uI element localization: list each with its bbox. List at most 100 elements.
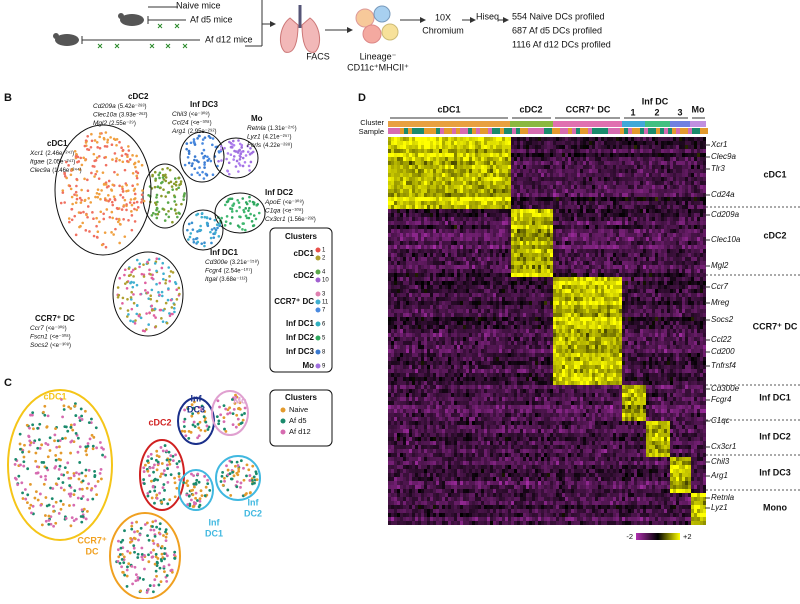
- heatmap-cell: [691, 185, 694, 189]
- heatmap-cell: [616, 141, 619, 145]
- heatmap-cell: [646, 241, 649, 245]
- heatmap-cell: [400, 185, 403, 189]
- heatmap-cell: [523, 173, 526, 177]
- heatmap-cell: [559, 197, 562, 201]
- heatmap-cell: [550, 193, 553, 197]
- heatmap-cell: [457, 153, 460, 157]
- heatmap-cell: [412, 141, 415, 145]
- cluster-label: Inf DC1: [210, 248, 239, 257]
- heatmap-cell: [457, 193, 460, 197]
- heatmap-cell: [514, 181, 517, 185]
- heatmap-cell: [535, 173, 538, 177]
- heatmap-cell: [511, 153, 514, 157]
- heatmap-cell: [436, 193, 439, 197]
- heatmap-cell: [421, 225, 424, 229]
- heatmap-cell: [622, 177, 625, 181]
- heatmap-cell: [583, 185, 586, 189]
- heatmap-cell: [394, 245, 397, 249]
- cell-point: [107, 194, 110, 197]
- heatmap-cell: [664, 245, 667, 249]
- cell-point: [86, 179, 89, 182]
- heatmap-cell: [478, 217, 481, 221]
- heatmap-cell: [607, 145, 610, 149]
- heatmap-cell: [511, 261, 514, 265]
- heatmap-cell: [514, 221, 517, 225]
- heatmap-cell: [439, 213, 442, 217]
- heatmap-cell: [583, 181, 586, 185]
- heatmap-cell: [556, 169, 559, 173]
- heatmap-cell: [544, 193, 547, 197]
- cell-point: [159, 522, 162, 525]
- heatmap-cell: [469, 145, 472, 149]
- row-label: Sample: [359, 127, 384, 136]
- heatmap-cell: [574, 145, 577, 149]
- gene-name: Cd209a: [93, 103, 116, 110]
- heatmap-cell: [601, 137, 604, 141]
- heatmap-cell: [553, 173, 556, 177]
- heatmap-cell: [679, 165, 682, 169]
- heatmap-cell: [487, 249, 490, 253]
- heatmap-cell: [412, 181, 415, 185]
- heatmap-cell: [649, 213, 652, 217]
- heatmap-cell: [514, 257, 517, 261]
- heatmap-cell: [562, 173, 565, 177]
- heatmap-cell: [454, 161, 457, 165]
- cell-point: [69, 426, 72, 429]
- heatmap-cell: [412, 205, 415, 209]
- heatmap-cell: [523, 197, 526, 201]
- heatmap-cell: [454, 249, 457, 253]
- heatmap-cell: [613, 185, 616, 189]
- cell-point: [47, 414, 50, 417]
- heatmap-cell: [526, 157, 529, 161]
- heatmap-cell: [394, 181, 397, 185]
- heatmap-cell: [460, 229, 463, 233]
- heatmap-cell: [652, 185, 655, 189]
- cell-point: [71, 516, 74, 519]
- heatmap-cell: [502, 233, 505, 237]
- cell-point: [121, 160, 124, 163]
- heatmap-cell: [409, 161, 412, 165]
- heatmap-cell: [409, 165, 412, 169]
- cell-point: [248, 196, 251, 199]
- heatmap-cell: [640, 253, 643, 257]
- heatmap-cell: [514, 205, 517, 209]
- cluster-label: cDC1: [47, 139, 68, 148]
- heatmap-cell: [619, 161, 622, 165]
- cell-point: [236, 480, 239, 483]
- heatmap-cell: [634, 197, 637, 201]
- heatmap-cell: [571, 153, 574, 157]
- heatmap-cell: [598, 201, 601, 205]
- heatmap-cell: [547, 201, 550, 205]
- heatmap-cell: [631, 257, 634, 261]
- heatmap-cell: [586, 241, 589, 245]
- cell-point: [75, 178, 78, 181]
- heatmap-cell: [454, 245, 457, 249]
- heatmap-cell: [697, 145, 700, 149]
- heatmap-cell: [571, 173, 574, 177]
- heatmap-cell: [670, 257, 673, 261]
- heatmap-cell: [481, 213, 484, 217]
- heatmap-cell: [511, 245, 514, 249]
- cell-point: [178, 184, 181, 187]
- heatmap-cell: [637, 249, 640, 253]
- cell-point: [204, 494, 207, 497]
- cell-point: [147, 495, 150, 498]
- heatmap-cell: [415, 197, 418, 201]
- heatmap-cell: [517, 209, 520, 213]
- row-label: Cluster: [360, 118, 384, 127]
- heatmap-cell: [613, 181, 616, 185]
- cell-point: [83, 508, 86, 511]
- heatmap-cell: [499, 141, 502, 145]
- gene-stat: Ccl24(<e⁻³⁰⁸): [172, 119, 212, 126]
- cell-point: [248, 165, 251, 168]
- heatmap-cell: [430, 241, 433, 245]
- legend-dot: [316, 278, 321, 283]
- heatmap-cell: [481, 205, 484, 209]
- heatmap-cell: [535, 205, 538, 209]
- heatmap-cell: [703, 225, 706, 229]
- heatmap-cell: [625, 169, 628, 173]
- heatmap-cell: [679, 149, 682, 153]
- heatmap-cell: [454, 137, 457, 141]
- heatmap-cell: [637, 241, 640, 245]
- heatmap-cell: [451, 161, 454, 165]
